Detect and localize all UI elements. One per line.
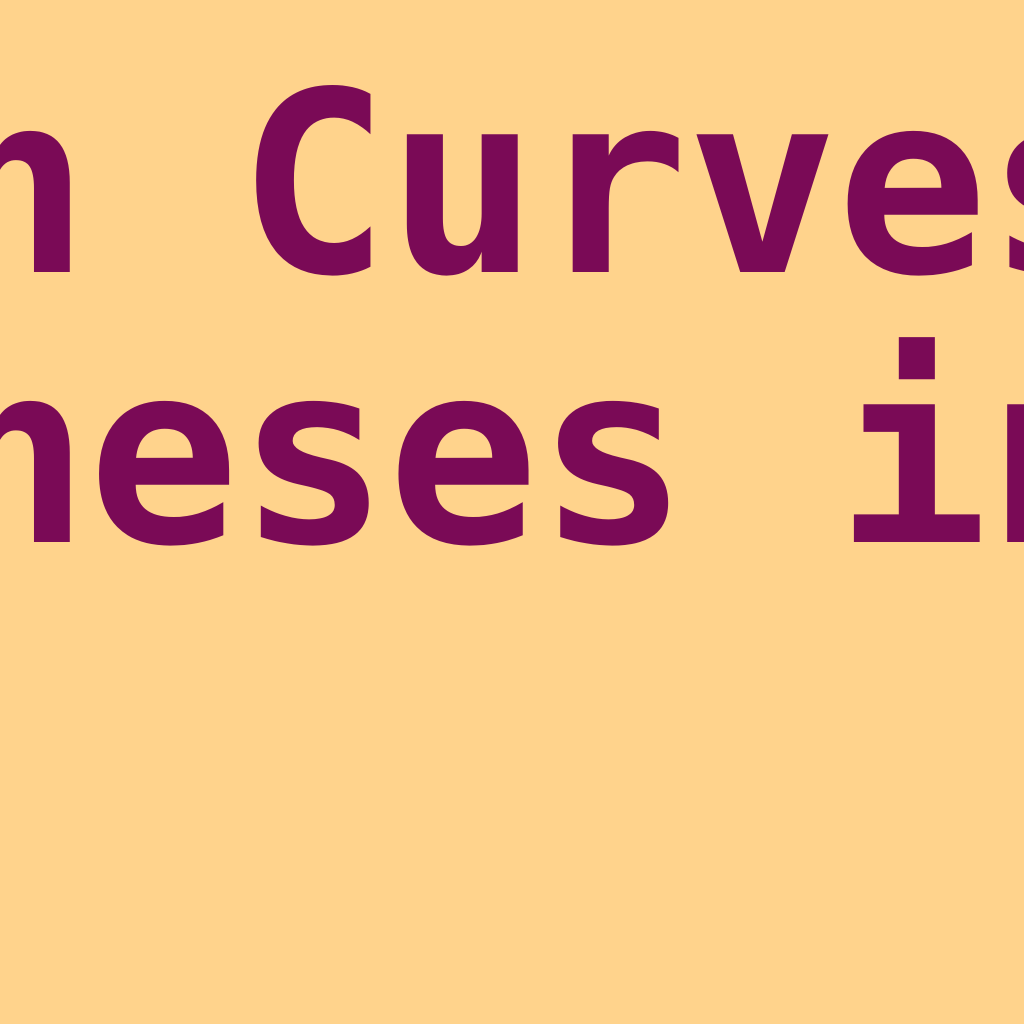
title-line-1: n Curves (0, 39, 1024, 332)
title-line-2: heses ind (0, 309, 1024, 602)
